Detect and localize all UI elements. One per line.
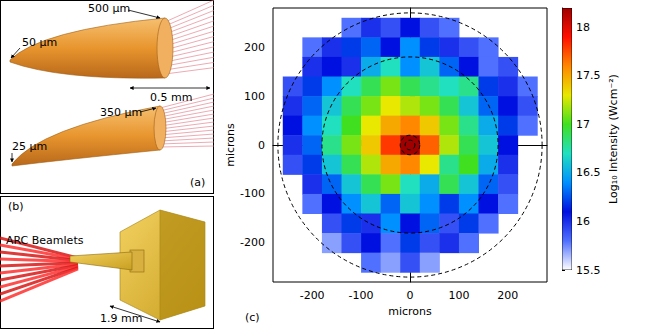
svg-text:16: 16 bbox=[576, 215, 590, 228]
svg-text:1.9 mm: 1.9 mm bbox=[100, 312, 142, 325]
svg-text:-200: -200 bbox=[240, 236, 265, 249]
svg-text:0: 0 bbox=[407, 289, 414, 302]
svg-text:50 μm: 50 μm bbox=[22, 36, 57, 49]
svg-text:17: 17 bbox=[576, 118, 590, 131]
svg-text:Log₁₀ Intensity (Wcm⁻²): Log₁₀ Intensity (Wcm⁻²) bbox=[607, 74, 620, 204]
svg-text:350 μm: 350 μm bbox=[100, 106, 142, 119]
svg-text:17.5: 17.5 bbox=[576, 69, 601, 82]
svg-text:15.5: 15.5 bbox=[576, 264, 601, 277]
svg-text:16.5: 16.5 bbox=[576, 166, 601, 179]
svg-text:microns: microns bbox=[224, 123, 237, 167]
svg-text:-200: -200 bbox=[300, 289, 325, 302]
svg-text:(a): (a) bbox=[190, 176, 205, 189]
svg-text:18: 18 bbox=[576, 21, 590, 34]
svg-text:100: 100 bbox=[448, 289, 469, 302]
svg-text:(c): (c) bbox=[245, 311, 260, 324]
svg-text:0.5 mm: 0.5 mm bbox=[150, 91, 192, 104]
svg-text:200: 200 bbox=[244, 41, 265, 54]
svg-text:-100: -100 bbox=[240, 187, 265, 200]
svg-text:microns: microns bbox=[388, 305, 432, 318]
svg-text:200: 200 bbox=[497, 289, 518, 302]
svg-text:500 μm: 500 μm bbox=[88, 2, 130, 15]
svg-text:25 μm: 25 μm bbox=[12, 140, 47, 153]
svg-text:100: 100 bbox=[244, 90, 265, 103]
svg-text:ARC Beamlets: ARC Beamlets bbox=[6, 234, 84, 247]
svg-text:0: 0 bbox=[258, 139, 265, 152]
svg-text:-100: -100 bbox=[349, 289, 374, 302]
svg-text:(b): (b) bbox=[8, 200, 24, 213]
